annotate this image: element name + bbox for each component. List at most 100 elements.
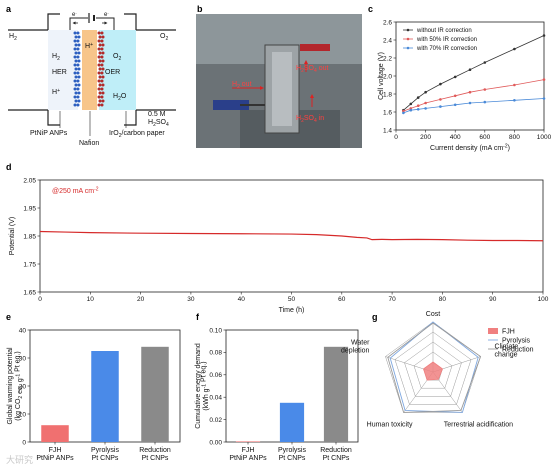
o2-gen-label: O2 (113, 53, 121, 62)
pt-particle (77, 83, 81, 87)
pt-particle (76, 63, 80, 67)
x-tick-label: 800 (509, 134, 520, 141)
legend-marker (406, 46, 410, 50)
h2-out-label: H2 out (232, 81, 252, 90)
category-label: Reduction (320, 447, 352, 454)
x-tick-label: 90 (489, 296, 497, 303)
radar-series-0 (423, 361, 443, 381)
pt-particle (77, 67, 81, 71)
bar (235, 441, 261, 443)
iro2-catalyst-layer (97, 31, 105, 107)
x-tick-label: 60 (338, 296, 346, 303)
x-tick-label: 400 (450, 134, 461, 141)
y-tick-label: 2.2 (383, 55, 392, 62)
pt-particle (77, 91, 81, 95)
data-point (409, 108, 413, 112)
iro2-particle (100, 31, 104, 35)
her-label: HER (52, 69, 67, 76)
iro2-particle (97, 55, 101, 59)
iro2-particle (98, 99, 102, 103)
data-point (424, 90, 427, 94)
radar-series-2 (387, 322, 482, 413)
y-tick-label: 2.05 (23, 177, 36, 184)
iro2-particle (98, 75, 102, 79)
pt-particle (77, 35, 81, 39)
data-point (513, 99, 516, 102)
pt-particle (76, 31, 80, 35)
x-tick-label: 30 (187, 296, 195, 303)
x-tick-label: 600 (479, 134, 490, 141)
radar-grid-ring (394, 331, 472, 405)
iro2-particle (97, 63, 101, 67)
data-point (409, 107, 413, 110)
data-point (402, 109, 405, 113)
iro2-particle (98, 91, 102, 95)
electrolyzer-schematic: e- e- H2 O2 H+ HER OER H2 H+ O2 H2O 0.5 … (8, 10, 176, 147)
y-axis-label-script: -1 (16, 374, 22, 379)
pt-particle (74, 51, 78, 55)
category-label: PtNiP ANPs (36, 455, 74, 462)
pt-particle (73, 31, 77, 35)
x-tick-label: 100 (538, 296, 549, 303)
panel-f-letter: f (196, 312, 200, 322)
plot-frame (39, 179, 544, 293)
category-label: Pyrolysis (91, 447, 120, 454)
iro2-particle (101, 91, 105, 95)
series-line-0 (403, 35, 545, 111)
pt-particle (73, 55, 77, 59)
cathode-catalyst-label: PtNiP ANPs (30, 130, 68, 137)
legend-label: with 50% IR correction (416, 37, 477, 43)
bar (323, 346, 349, 442)
pt-particle (74, 75, 78, 79)
stability-chart: 0 10 20 30 40 50 60 70 80 90 100 1.65 1.75 1.85 1.95 2.… (9, 177, 549, 314)
pt-particle (76, 87, 80, 91)
category-label: Pt CNPs (92, 455, 119, 462)
data-point (513, 47, 516, 51)
data-point (424, 107, 427, 110)
series-line-2 (403, 98, 545, 114)
pt-particle (76, 103, 80, 107)
y-tick-label: 2.4 (383, 37, 392, 44)
category-label: Pt CNPs (323, 455, 350, 462)
y-axis-label-part: (kWh g (203, 388, 210, 410)
y-axis-label-line2: (kg CO2 eq. g-1 Pt eq.) (15, 351, 25, 421)
oer-label: OER (105, 69, 120, 76)
pt-particle (74, 67, 78, 71)
data-point (542, 34, 546, 37)
annotation-text: @250 mA cm (52, 188, 94, 195)
iro2-particle (100, 87, 104, 91)
category-label: Pyrolysis (278, 447, 307, 454)
iro2-particle (97, 95, 101, 99)
polarization-chart: 0 200 400 600 800 1000 1.4 1.6 1.8 2.0 2.2 2.4 2.6 Cu… (378, 19, 552, 152)
y-tick-label: 0 (22, 439, 26, 446)
x-tick-label: 50 (288, 296, 296, 303)
series-line-0 (39, 230, 544, 242)
cell-wall-bottom-left (8, 109, 60, 126)
iro2-particle (100, 71, 104, 75)
x-tick-label: 200 (420, 134, 431, 141)
iro2-particle (97, 39, 101, 43)
iro2-particle (97, 71, 101, 75)
data-point (483, 61, 487, 64)
data-point (513, 83, 516, 87)
pt-particle (74, 43, 78, 47)
iro2-particle (98, 59, 102, 63)
y-tick-label: 20 (19, 383, 27, 390)
cell-wall-top-right (124, 13, 176, 31)
x-tick-label: 0 (38, 296, 42, 303)
legend-marker (406, 37, 410, 41)
category-label: FJH (49, 447, 62, 454)
iro2-particle (101, 59, 105, 63)
iro2-particle (98, 51, 102, 55)
x-tick-label: 70 (388, 296, 396, 303)
radar-axis-label: Climate (495, 344, 519, 351)
y-tick-label: 1.85 (23, 233, 36, 240)
x-tick-label: 40 (238, 296, 246, 303)
y-tick-label: 0.02 (209, 417, 222, 424)
iro2-particle (101, 99, 105, 103)
legend-marker (406, 28, 410, 32)
category-label: Pt CNPs (142, 455, 169, 462)
y-tick-label: 1.8 (383, 91, 392, 98)
y-tick-label: 1.75 (23, 261, 36, 268)
